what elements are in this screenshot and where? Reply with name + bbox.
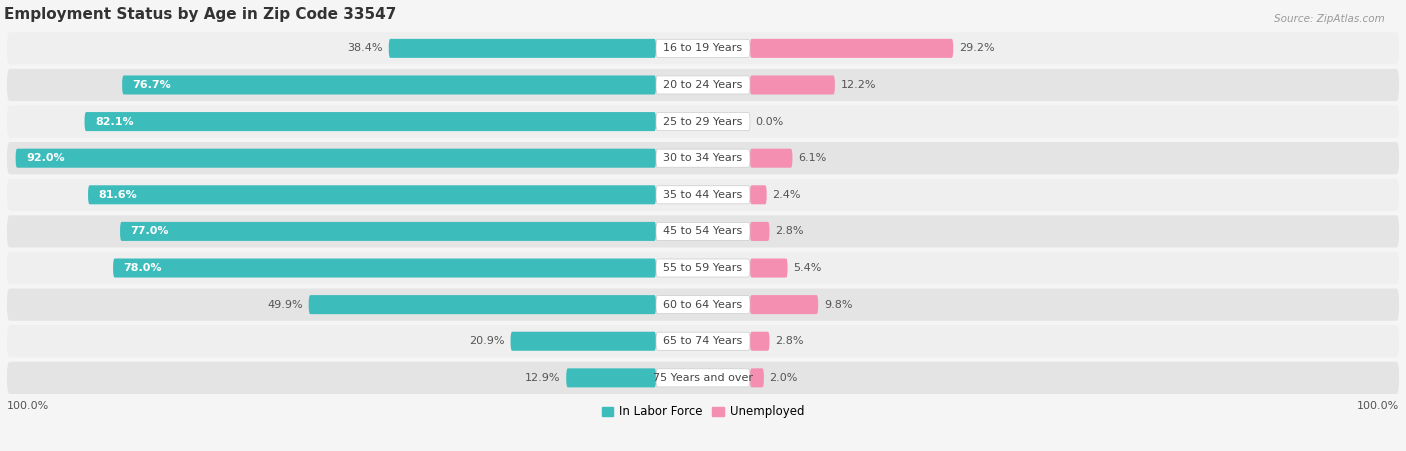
Text: 29.2%: 29.2%: [959, 43, 994, 53]
Text: 76.7%: 76.7%: [132, 80, 172, 90]
Text: 20.9%: 20.9%: [470, 336, 505, 346]
Text: 12.2%: 12.2%: [841, 80, 876, 90]
Text: 92.0%: 92.0%: [27, 153, 65, 163]
FancyBboxPatch shape: [7, 179, 1399, 211]
FancyBboxPatch shape: [7, 325, 1399, 357]
Text: 45 to 54 Years: 45 to 54 Years: [664, 226, 742, 236]
FancyBboxPatch shape: [567, 368, 657, 387]
Text: 77.0%: 77.0%: [131, 226, 169, 236]
FancyBboxPatch shape: [657, 222, 749, 240]
Text: 100.0%: 100.0%: [7, 400, 49, 410]
Text: 5.4%: 5.4%: [793, 263, 821, 273]
FancyBboxPatch shape: [7, 106, 1399, 138]
FancyBboxPatch shape: [657, 76, 749, 94]
FancyBboxPatch shape: [7, 289, 1399, 321]
Text: Employment Status by Age in Zip Code 33547: Employment Status by Age in Zip Code 335…: [4, 7, 396, 22]
Text: 81.6%: 81.6%: [98, 190, 138, 200]
FancyBboxPatch shape: [749, 75, 835, 95]
FancyBboxPatch shape: [749, 185, 766, 204]
FancyBboxPatch shape: [7, 215, 1399, 248]
FancyBboxPatch shape: [7, 32, 1399, 64]
FancyBboxPatch shape: [749, 332, 769, 351]
Legend: In Labor Force, Unemployed: In Labor Force, Unemployed: [598, 401, 808, 423]
FancyBboxPatch shape: [749, 295, 818, 314]
FancyBboxPatch shape: [749, 39, 953, 58]
Text: 9.8%: 9.8%: [824, 299, 852, 310]
FancyBboxPatch shape: [7, 362, 1399, 394]
Text: 30 to 34 Years: 30 to 34 Years: [664, 153, 742, 163]
FancyBboxPatch shape: [749, 258, 787, 277]
Text: 20 to 24 Years: 20 to 24 Years: [664, 80, 742, 90]
FancyBboxPatch shape: [657, 259, 749, 277]
Text: 35 to 44 Years: 35 to 44 Years: [664, 190, 742, 200]
FancyBboxPatch shape: [7, 142, 1399, 174]
FancyBboxPatch shape: [7, 69, 1399, 101]
FancyBboxPatch shape: [309, 295, 657, 314]
FancyBboxPatch shape: [657, 149, 749, 167]
Text: 78.0%: 78.0%: [124, 263, 162, 273]
Text: 2.0%: 2.0%: [769, 373, 797, 383]
Text: 2.8%: 2.8%: [775, 226, 804, 236]
Text: 2.4%: 2.4%: [772, 190, 801, 200]
FancyBboxPatch shape: [749, 222, 769, 241]
FancyBboxPatch shape: [657, 186, 749, 204]
FancyBboxPatch shape: [120, 222, 657, 241]
Text: Source: ZipAtlas.com: Source: ZipAtlas.com: [1274, 14, 1385, 23]
FancyBboxPatch shape: [510, 332, 657, 351]
FancyBboxPatch shape: [657, 369, 749, 387]
Text: 6.1%: 6.1%: [799, 153, 827, 163]
FancyBboxPatch shape: [112, 258, 657, 277]
FancyBboxPatch shape: [89, 185, 657, 204]
Text: 16 to 19 Years: 16 to 19 Years: [664, 43, 742, 53]
Text: 65 to 74 Years: 65 to 74 Years: [664, 336, 742, 346]
FancyBboxPatch shape: [388, 39, 657, 58]
Text: 60 to 64 Years: 60 to 64 Years: [664, 299, 742, 310]
Text: 55 to 59 Years: 55 to 59 Years: [664, 263, 742, 273]
Text: 82.1%: 82.1%: [96, 116, 134, 127]
Text: 12.9%: 12.9%: [526, 373, 561, 383]
Text: 0.0%: 0.0%: [755, 116, 783, 127]
Text: 25 to 29 Years: 25 to 29 Years: [664, 116, 742, 127]
FancyBboxPatch shape: [657, 113, 749, 131]
FancyBboxPatch shape: [749, 149, 793, 168]
FancyBboxPatch shape: [15, 149, 657, 168]
FancyBboxPatch shape: [657, 295, 749, 314]
FancyBboxPatch shape: [84, 112, 657, 131]
Text: 49.9%: 49.9%: [267, 299, 304, 310]
Text: 38.4%: 38.4%: [347, 43, 384, 53]
FancyBboxPatch shape: [749, 368, 763, 387]
FancyBboxPatch shape: [657, 332, 749, 350]
Text: 100.0%: 100.0%: [1357, 400, 1399, 410]
Text: 2.8%: 2.8%: [775, 336, 804, 346]
FancyBboxPatch shape: [7, 252, 1399, 284]
FancyBboxPatch shape: [122, 75, 657, 95]
FancyBboxPatch shape: [657, 39, 749, 57]
Text: 75 Years and over: 75 Years and over: [652, 373, 754, 383]
